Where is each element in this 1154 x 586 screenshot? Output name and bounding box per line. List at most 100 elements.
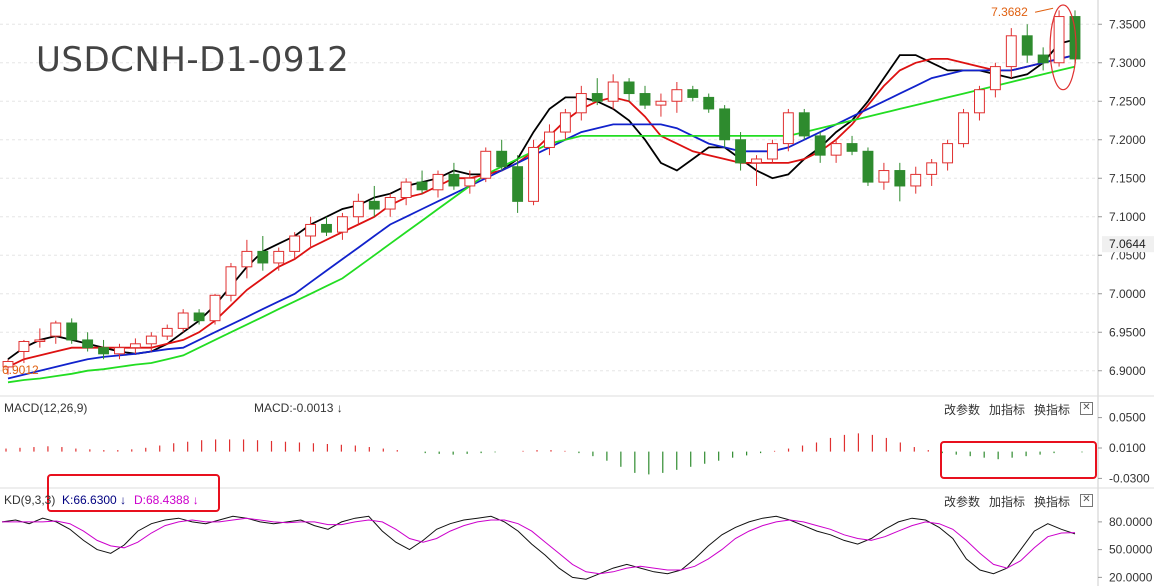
chart-title: USDCNH-D1-0912 [36,40,350,80]
candle-body [241,250,253,268]
candle-body [512,166,524,202]
y-tick-label: 7.2500 [1109,94,1146,108]
candle-body [782,112,794,145]
candle-body [114,347,125,355]
arrow-down-icon: ↓ [336,401,343,415]
candle-body [703,96,715,110]
moving-average-line [7,54,1076,368]
candle-body [400,181,412,199]
candle-body [894,170,906,187]
candle-body [50,322,62,337]
candle-body [305,223,317,237]
macd-swap-indicator-button[interactable]: 换指标 [1034,403,1071,417]
macd-close-icon[interactable]: ✕ [1080,402,1093,415]
kd-add-indicator-button[interactable]: 加指标 [989,495,1026,509]
kd-k-label: K:66.6300 [62,493,117,507]
candle-body [177,312,189,329]
candle-body [1053,16,1065,64]
candle-body [719,108,731,141]
candle-body [974,89,985,114]
candle-body [766,143,778,160]
candle-body [989,66,1001,91]
low-price-label: 6.9012 [2,363,39,377]
candle-body [1021,35,1033,56]
candle-body [98,347,109,355]
highlight-ellipse [1049,4,1077,91]
y-tick-label: 7.0000 [1109,287,1146,301]
candle-body [289,235,301,252]
y-tick-label: 6.9500 [1109,325,1146,339]
kd-swap-indicator-button[interactable]: 换指标 [1034,495,1071,509]
y-tick-label: 7.2000 [1109,133,1146,147]
candle-body [225,266,237,296]
y-tick-label: 7.3500 [1109,17,1146,31]
candle-body [751,158,762,164]
candle-body [129,343,141,349]
candle-body [830,143,842,156]
candle-body [321,223,332,233]
candle-body [34,339,46,342]
y-tick-label: 20.0000 [1109,570,1153,584]
candle-body [942,143,954,164]
y-tick-label: 7.1500 [1109,171,1146,185]
macd-value: MACD:-0.0013 ↓ [254,401,343,415]
macd-add-indicator-button[interactable]: 加指标 [989,403,1026,417]
candle-body [687,89,699,98]
candle-body [273,250,285,264]
current-price-box [1102,236,1154,253]
candle-body [798,112,810,137]
y-tick-label: 0.0500 [1109,411,1146,425]
candle-body [910,173,922,187]
y-tick-label: 7.1000 [1109,210,1146,224]
arrow-down-icon: ↓ [192,493,199,507]
macd-value-label: MACD:-0.0013 [254,401,334,415]
y-tick-label: 50.0000 [1109,543,1153,557]
candle-body [2,361,14,368]
candle-body [1069,16,1081,60]
candle-body [384,197,396,210]
candle-body [559,112,571,133]
kd-change-params-button[interactable]: 改参数 [944,495,981,509]
y-tick-label: 7.3000 [1109,56,1146,70]
candle-body [878,170,890,183]
candle-body [575,93,587,114]
kd-line [2,517,1076,575]
macd-change-params-button[interactable]: 改参数 [944,403,981,417]
candle-body [591,93,603,102]
kd-close-icon[interactable]: ✕ [1080,494,1093,507]
moving-average-line [7,54,1076,380]
candle-body [1005,35,1017,68]
candle-body [623,81,635,95]
candle-body [544,131,555,148]
candle-body [639,93,651,106]
candle-body [1037,54,1049,64]
candle-body [161,327,173,337]
candle-body [814,135,826,156]
candle-body [655,100,667,106]
kd-highlight-box [47,474,220,512]
kd-d-value: D:68.4388 ↓ [134,493,199,507]
candle-body [209,294,221,322]
kd-line [1,515,1076,580]
candle-body [671,89,683,102]
high-label-arrow [1034,7,1054,13]
kd-d-label: D:68.4388 [134,493,190,507]
candle-body [145,335,157,345]
candle-body [464,177,476,187]
y-tick-label: 6.9000 [1109,364,1146,378]
candle-body [66,322,78,341]
candle-body [958,112,969,145]
moving-average-line [7,38,1076,360]
candle-body [432,173,444,191]
candle-body [336,216,348,233]
candle-body [368,200,380,210]
candle-body [735,139,747,164]
candle-body [18,340,30,352]
candle-body [352,200,364,218]
current-price-label: 7.0644 [1109,237,1146,251]
candle-body [480,150,492,179]
candle-body [448,173,460,187]
y-tick-label: 0.0100 [1109,441,1146,455]
